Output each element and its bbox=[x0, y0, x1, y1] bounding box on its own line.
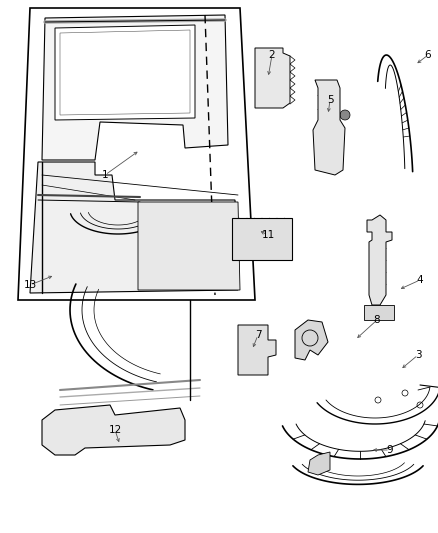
Text: 5: 5 bbox=[327, 95, 333, 105]
Text: 9: 9 bbox=[387, 445, 393, 455]
Polygon shape bbox=[238, 325, 276, 375]
Text: 2: 2 bbox=[268, 50, 276, 60]
Text: 12: 12 bbox=[108, 425, 122, 435]
Text: 8: 8 bbox=[374, 315, 380, 325]
Polygon shape bbox=[138, 202, 240, 290]
Circle shape bbox=[340, 110, 350, 120]
Text: 3: 3 bbox=[415, 350, 421, 360]
Polygon shape bbox=[367, 215, 392, 305]
Polygon shape bbox=[295, 320, 328, 360]
Polygon shape bbox=[308, 452, 330, 475]
Text: 13: 13 bbox=[23, 280, 37, 290]
Text: 11: 11 bbox=[261, 230, 275, 240]
Polygon shape bbox=[42, 405, 185, 455]
Polygon shape bbox=[255, 48, 290, 108]
Text: 6: 6 bbox=[425, 50, 431, 60]
Polygon shape bbox=[313, 80, 345, 175]
Text: 1: 1 bbox=[102, 170, 108, 180]
Text: 4: 4 bbox=[417, 275, 423, 285]
Polygon shape bbox=[30, 162, 238, 293]
Polygon shape bbox=[42, 15, 228, 160]
Text: 7: 7 bbox=[254, 330, 261, 340]
Polygon shape bbox=[55, 25, 195, 120]
Polygon shape bbox=[364, 305, 394, 320]
Bar bbox=[232, 218, 292, 260]
